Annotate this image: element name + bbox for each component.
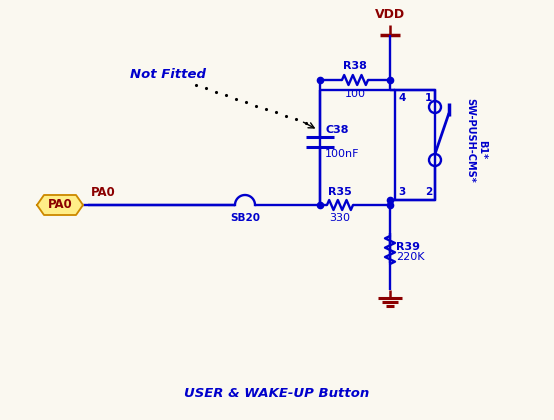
Text: 330: 330 bbox=[330, 213, 351, 223]
Text: SB20: SB20 bbox=[230, 213, 260, 223]
Text: 100: 100 bbox=[345, 89, 366, 99]
Text: PA0: PA0 bbox=[91, 186, 116, 199]
Bar bbox=[395, 90, 435, 200]
Text: 220K: 220K bbox=[396, 252, 424, 262]
Text: 3: 3 bbox=[398, 187, 405, 197]
Text: R39: R39 bbox=[396, 242, 420, 252]
Polygon shape bbox=[37, 195, 83, 215]
Text: B1*: B1* bbox=[477, 140, 487, 160]
Text: 1: 1 bbox=[425, 93, 432, 103]
Text: 100nF: 100nF bbox=[325, 149, 360, 159]
Text: SW-PUSH-CMS*: SW-PUSH-CMS* bbox=[465, 97, 475, 182]
Text: PA0: PA0 bbox=[48, 199, 73, 212]
Text: C38: C38 bbox=[325, 125, 348, 135]
Text: VDD: VDD bbox=[375, 8, 405, 21]
Text: 4: 4 bbox=[398, 93, 406, 103]
Text: USER & WAKE-UP Button: USER & WAKE-UP Button bbox=[184, 387, 370, 400]
Text: R38: R38 bbox=[343, 61, 367, 71]
Text: Not Fitted: Not Fitted bbox=[130, 68, 206, 81]
Text: 2: 2 bbox=[425, 187, 432, 197]
Text: R35: R35 bbox=[328, 187, 352, 197]
